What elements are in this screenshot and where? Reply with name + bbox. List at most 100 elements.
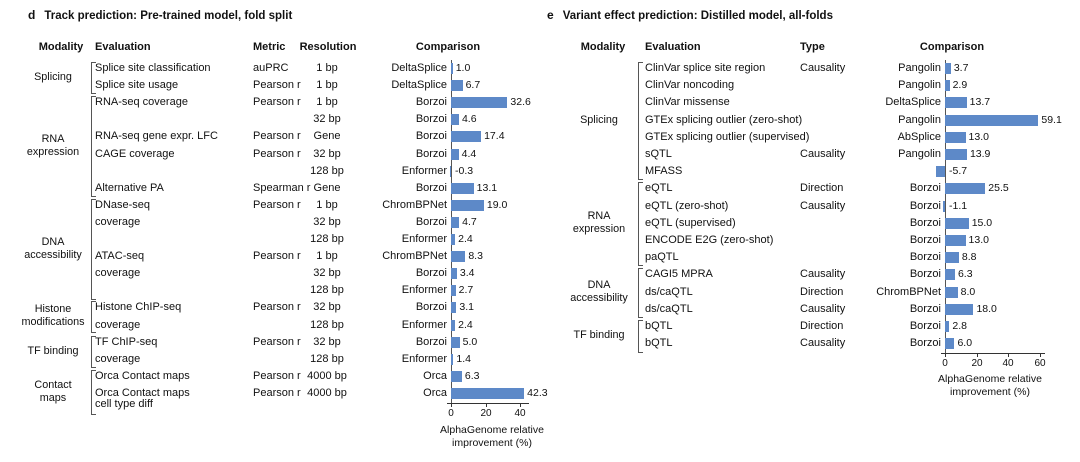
zero-axis-line [451,60,452,403]
evaluation-text-line2: cell type diff [95,398,153,411]
metric-cell: Pearson r [253,79,301,92]
evaluation-cell: sQTL [645,148,672,160]
comparison-cell: Enformer [401,233,447,245]
evaluation-text: Alternative PA [95,181,164,194]
panel-e-table-body: ClinVar splice site region Causality Pan… [540,60,1080,353]
improvement-bar [450,165,451,177]
comparison-cell: Borzoi [909,234,941,246]
resolution-cell: 1 bp [316,96,338,109]
table-row: 128 bp Enformer -0.3 [0,163,556,180]
table-row: ENCODE E2G (zero-shot) Borzoi 13.0 [540,232,1080,249]
bracket-tf-binding [638,320,643,353]
evaluation-cell: Alternative PA [95,180,265,197]
resolution-cell: 128 bp [310,233,344,245]
table-row: CAGI5 MPRA Causality Borzoi 6.3 [540,266,1080,283]
evaluation-text: coverage [95,267,141,280]
resolution-cell: 32 bp [313,335,341,348]
type-cell: Causality [800,199,846,212]
resolution-cell: 128 bp [310,352,344,365]
comparison-cell: Orca [423,386,447,399]
evaluation-cell: RNA-seq gene expr. LFC [95,128,265,145]
evaluation-cell: CAGI5 MPRA [645,268,713,281]
type-cell: Direction [800,182,844,195]
table-row: Orca Contact maps cell type diff Pearson … [0,385,556,411]
table-row: eQTL (supervised) Borzoi 15.0 [540,215,1080,232]
value-label: 6.7 [465,79,481,92]
comparison-cell: Borzoi [909,302,941,315]
bracket-contact-maps [91,370,96,415]
table-row: 128 bp Enformer 2.4 [0,231,556,248]
table-row: Splice site classification auPRC 1 bp De… [0,60,556,77]
comparison-cell: ChromBPNet [876,285,941,298]
evaluation-text: CAGE coverage [95,147,175,160]
improvement-bar [945,338,955,350]
table-row: Histone ChIP-seq Pearson r 32 bp Borzoi … [0,299,556,316]
comparison-cell: Borzoi [415,181,447,194]
resolution-cell: 1 bp [316,198,338,211]
col-header-modality: Modality [38,41,84,53]
comparison-cell: ChromBPNet [382,198,447,211]
value-label: 13.0 [968,130,989,143]
evaluation-text: RNA-seq gene expr. LFC [95,130,218,143]
value-label: 1.4 [456,352,472,365]
value-label: -1.1 [949,199,968,212]
resolution-cell: Gene [313,130,341,143]
value-label: 32.6 [510,96,531,109]
improvement-bar [945,63,951,74]
value-label: 2.8 [952,320,968,332]
improvement-bar [451,285,456,297]
resolution-cell: 32 bp [313,301,341,314]
modality-label-histone-modifications: Histone modifications [21,303,85,328]
comparison-cell: Pangolin [898,62,941,74]
table-row: ClinVar missense DeltaSplice 13.7 [540,94,1080,111]
evaluation-text: Orca Contact maps [95,386,190,399]
table-row: MFASS -5.7 [540,163,1080,180]
value-label: 19.0 [486,198,508,211]
value-label: 6.3 [957,268,973,281]
table-row: GTEx splicing outlier (supervised) AbSpl… [540,129,1080,146]
comparison-cell: Borzoi [415,215,447,228]
evaluation-cell: eQTL (zero-shot) [645,199,729,212]
value-label: 8.3 [468,250,483,263]
value-label: 17.4 [484,130,505,143]
table-row: ds/caQTL Direction ChromBPNet 8.0 [540,284,1080,301]
metric-cell: Pearson r [253,96,301,109]
improvement-bar [451,370,462,382]
value-label: 3.7 [953,62,969,74]
evaluation-cell: coverage [95,351,265,368]
improvement-bar [451,97,508,109]
evaluation-text: TF ChIP-seq [95,335,158,348]
improvement-bar [945,321,950,332]
comparison-cell: Borzoi [415,267,447,280]
bracket-rna-expression [638,182,643,266]
resolution-cell: 32 bp [313,113,341,126]
resolution-cell: 1 bp [316,79,338,92]
x-axis-tick-label: 20 [480,408,492,419]
col-header-modality: Modality [580,41,626,53]
improvement-bar [451,216,460,228]
x-axis-tick [945,353,946,357]
improvement-bar [945,97,967,109]
comparison-cell: Enformer [401,352,447,365]
type-cell: Direction [800,285,844,298]
table-row: sQTL Causality Pangolin 13.9 [540,146,1080,163]
comparison-cell: Borzoi [909,268,941,281]
evaluation-cell: GTEx splicing outlier (zero-shot) [645,113,803,126]
improvement-bar [451,353,454,365]
type-cell: Causality [800,302,846,315]
metric-cell: Pearson r [253,250,301,263]
table-row: ds/caQTL Causality Borzoi 18.0 [540,301,1080,318]
improvement-bar [451,302,457,314]
improvement-bar [943,200,945,212]
improvement-bar [945,303,974,315]
evaluation-cell: ClinVar noncoding [645,79,735,92]
value-label: 13.7 [969,96,991,109]
x-axis-line [941,353,1045,354]
comparison-cell: Borzoi [909,216,941,229]
comparison-cell: Enformer [401,318,447,331]
value-label: 2.9 [952,79,968,92]
table-row: coverage 128 bp Enformer 2.4 [0,317,556,334]
value-label: 59.1 [1041,113,1062,126]
comparison-cell: Enformer [401,284,447,297]
x-axis-tick-label: 60 [1034,358,1046,369]
